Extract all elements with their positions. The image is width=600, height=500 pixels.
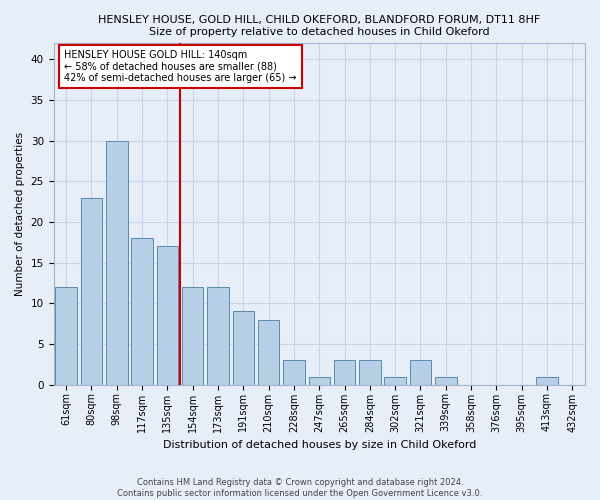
Bar [207, 287, 229, 384]
Bar [233, 312, 254, 384]
Bar [536, 376, 558, 384]
Text: HENSLEY HOUSE GOLD HILL: 140sqm
← 58% of detached houses are smaller (88)
42% of: HENSLEY HOUSE GOLD HILL: 140sqm ← 58% of… [64, 50, 296, 83]
Bar [385, 376, 406, 384]
Bar [359, 360, 380, 384]
Bar [283, 360, 305, 384]
X-axis label: Distribution of detached houses by size in Child Okeford: Distribution of detached houses by size … [163, 440, 476, 450]
Y-axis label: Number of detached properties: Number of detached properties [15, 132, 25, 296]
Bar [131, 238, 153, 384]
Bar [308, 376, 330, 384]
Bar [106, 140, 128, 384]
Text: Contains HM Land Registry data © Crown copyright and database right 2024.
Contai: Contains HM Land Registry data © Crown c… [118, 478, 482, 498]
Bar [182, 287, 203, 384]
Bar [334, 360, 355, 384]
Title: HENSLEY HOUSE, GOLD HILL, CHILD OKEFORD, BLANDFORD FORUM, DT11 8HF
Size of prope: HENSLEY HOUSE, GOLD HILL, CHILD OKEFORD,… [98, 15, 541, 36]
Bar [410, 360, 431, 384]
Bar [55, 287, 77, 384]
Bar [258, 320, 280, 384]
Bar [157, 246, 178, 384]
Bar [435, 376, 457, 384]
Bar [81, 198, 102, 384]
